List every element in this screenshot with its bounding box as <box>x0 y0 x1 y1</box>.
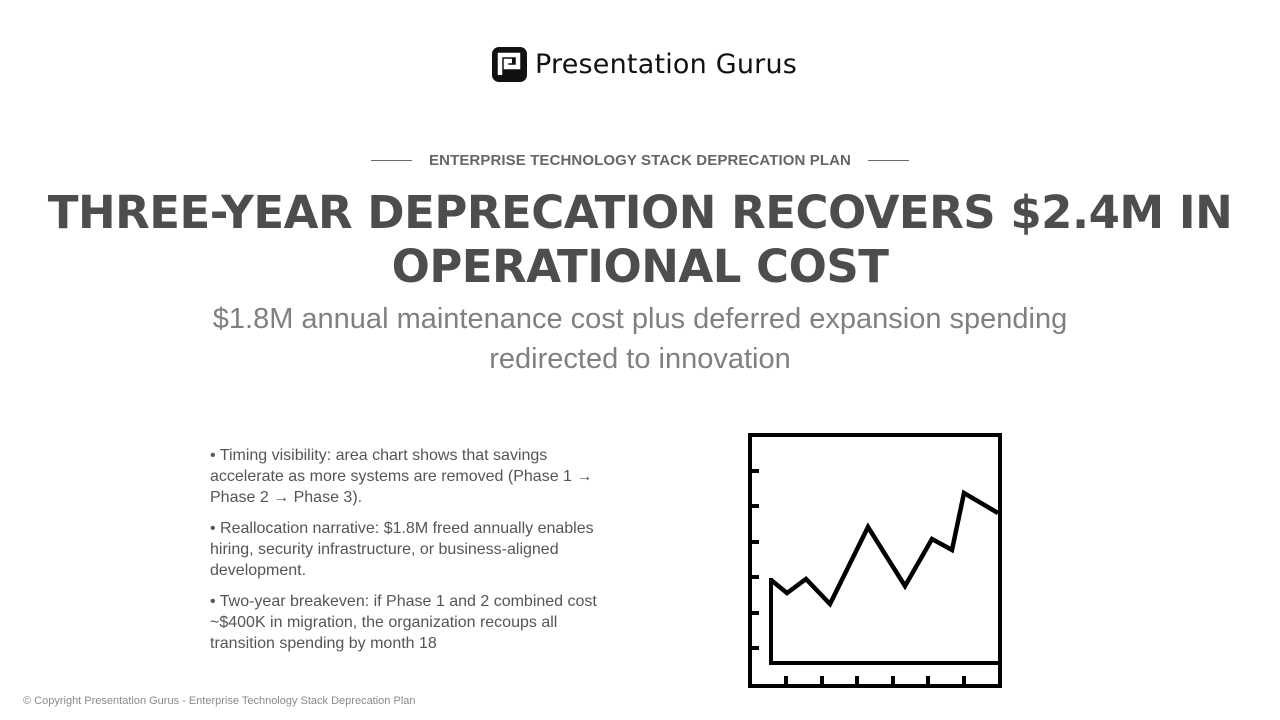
eyebrow: ENTERPRISE TECHNOLOGY STACK DEPRECATION … <box>0 152 1280 169</box>
eyebrow-rule-left <box>371 160 413 161</box>
chart-icon-y-ticks <box>750 469 759 650</box>
bullet-item: • Reallocation narrative: $1.8M freed an… <box>210 520 594 579</box>
footer-copyright: © Copyright Presentation Gurus - Enterpr… <box>23 695 416 707</box>
bullet-list: • Timing visibility: area chart shows th… <box>210 445 605 664</box>
bullet-item: • Two-year breakeven: if Phase 1 and 2 c… <box>210 593 597 652</box>
presentation-gurus-logo-icon <box>492 47 527 82</box>
chart-icon-frame <box>748 433 1002 688</box>
bullet-item: • Timing visibility: area chart shows th… <box>210 447 593 506</box>
chart-icon-line <box>769 489 1000 608</box>
chart-icon-axes <box>769 578 998 665</box>
brand-name: Presentation Gurus <box>535 49 798 80</box>
brand-logo: Presentation Gurus <box>492 47 797 82</box>
slide-title: THREE-YEAR DEPRECATION RECOVERS $2.4M IN… <box>47 186 1233 293</box>
line-chart-icon <box>748 433 1002 688</box>
slide-subtitle: $1.8M annual maintenance cost plus defer… <box>212 303 1068 375</box>
chart-icon-x-ticks <box>784 676 966 686</box>
eyebrow-rule-right <box>867 160 909 161</box>
eyebrow-label: ENTERPRISE TECHNOLOGY STACK DEPRECATION … <box>429 152 851 169</box>
